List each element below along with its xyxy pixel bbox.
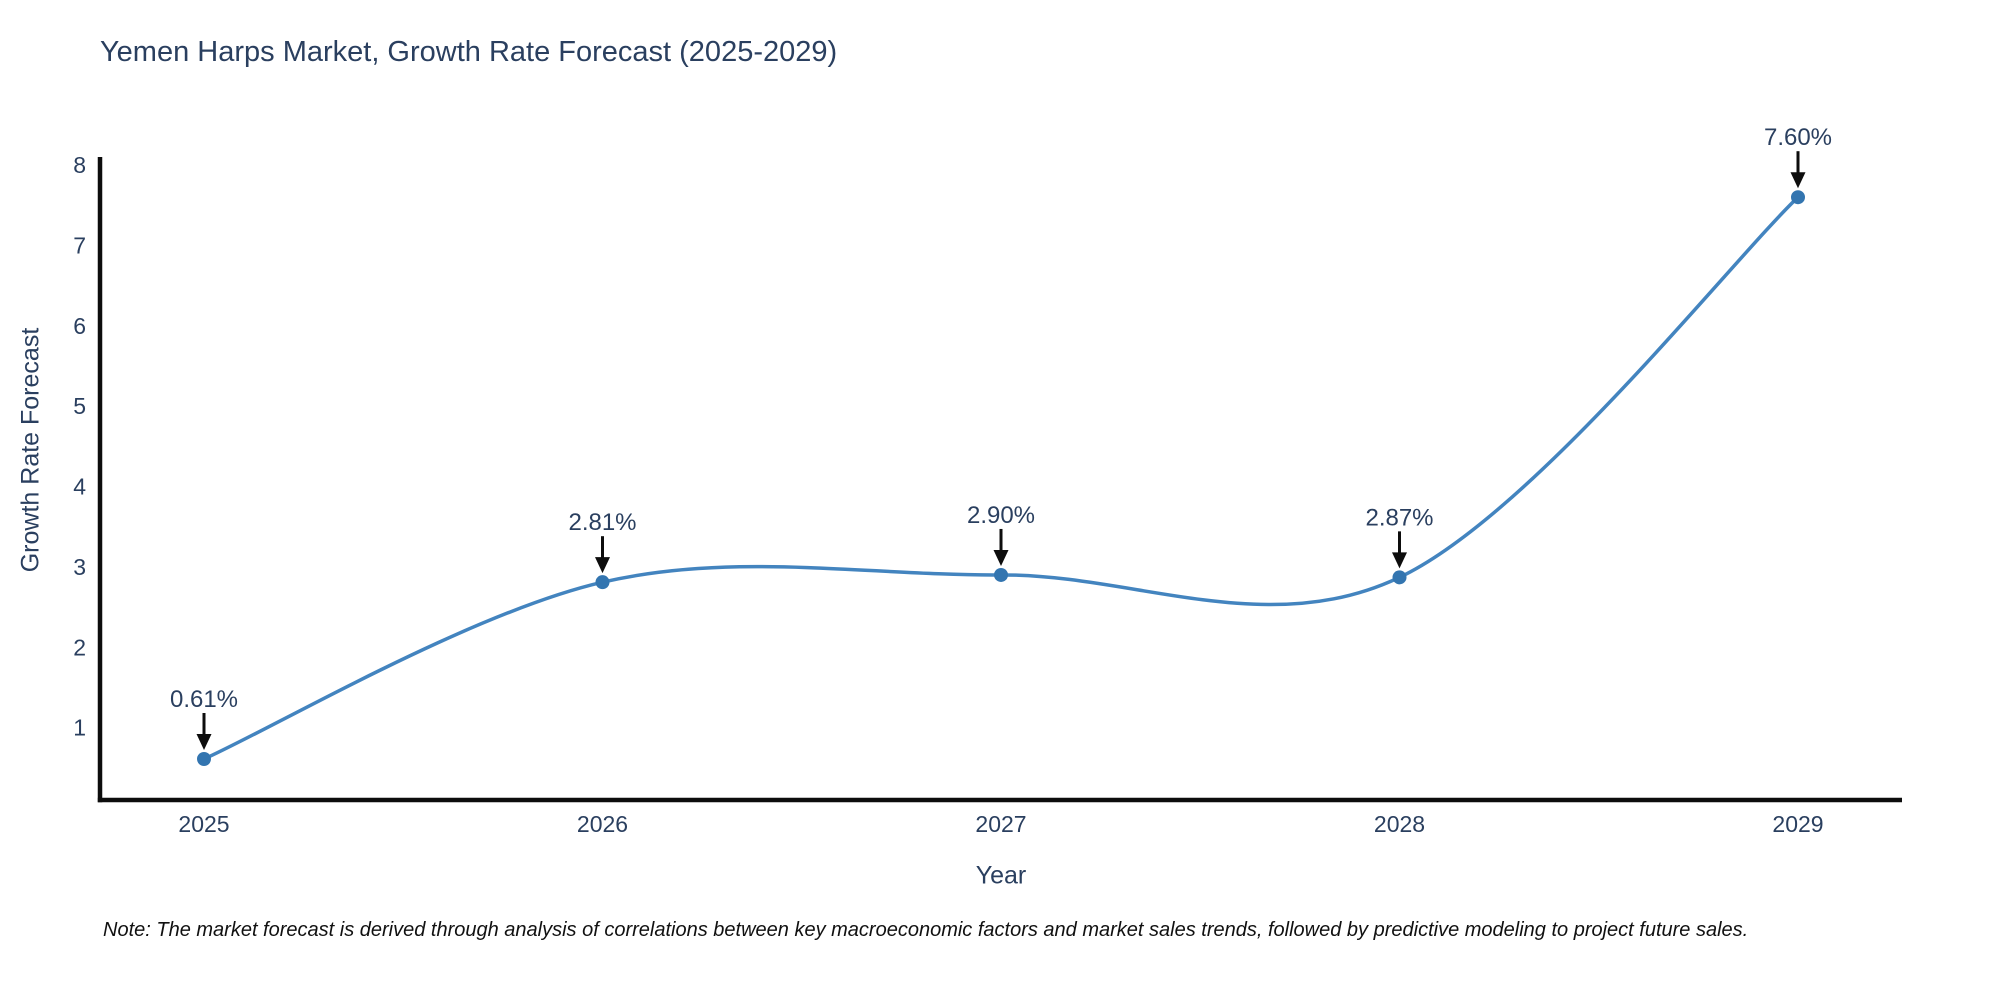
annotation-arrowhead-icon	[993, 549, 1009, 566]
x-tick-label: 2029	[1772, 811, 1823, 837]
chart-title: Yemen Harps Market, Growth Rate Forecast…	[100, 36, 838, 68]
point-value-label: 0.61%	[170, 686, 238, 713]
point-value-label: 2.81%	[568, 509, 636, 536]
point-value-label: 2.90%	[967, 502, 1035, 529]
y-tick-label: 7	[73, 232, 86, 258]
data-point-2027	[994, 567, 1008, 582]
data-point-2026	[595, 575, 610, 590]
annotation-arrowhead-icon	[1790, 172, 1806, 189]
y-axis-title: Growth Rate Forecast	[16, 327, 45, 573]
footnote: Note: The market forecast is derived thr…	[103, 919, 1749, 941]
y-tick-label: 4	[73, 474, 86, 500]
annotation-arrowhead-icon	[1392, 552, 1407, 569]
point-value-label: 7.60%	[1764, 124, 1832, 151]
annotation-arrowhead-icon	[196, 734, 212, 751]
x-tick-label: 2028	[1374, 811, 1425, 837]
y-tick-label: 5	[73, 393, 86, 419]
x-tick-label: 2025	[178, 811, 229, 837]
y-tick-label: 8	[73, 152, 86, 178]
x-axis-title: Year	[975, 861, 1027, 890]
y-tick-label: 6	[73, 313, 86, 339]
data-point-2029	[1791, 190, 1805, 205]
forecast-line	[202, 195, 1800, 761]
point-value-label: 2.87%	[1365, 504, 1433, 531]
annotation-arrowhead-icon	[595, 557, 610, 574]
y-tick-label: 1	[73, 715, 86, 741]
data-point-2025	[197, 752, 211, 767]
y-tick-label: 3	[73, 554, 86, 580]
x-tick-label: 2026	[577, 811, 628, 837]
y-tick-label: 2	[73, 634, 86, 660]
x-tick-label: 2027	[975, 811, 1026, 837]
data-point-2028	[1392, 570, 1407, 585]
